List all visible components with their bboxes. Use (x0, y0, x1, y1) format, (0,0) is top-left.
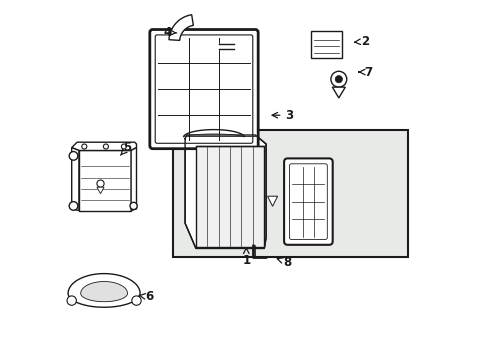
Text: 3: 3 (271, 109, 293, 122)
Circle shape (67, 296, 76, 305)
Polygon shape (72, 142, 136, 150)
Polygon shape (81, 282, 127, 302)
Polygon shape (97, 187, 104, 194)
Circle shape (121, 144, 126, 149)
Polygon shape (196, 146, 264, 247)
Circle shape (132, 296, 141, 305)
Polygon shape (169, 15, 193, 40)
Circle shape (335, 76, 342, 83)
Circle shape (97, 180, 104, 187)
Circle shape (330, 71, 346, 87)
Text: 1: 1 (242, 248, 250, 267)
Circle shape (81, 144, 87, 149)
Bar (310, 31, 341, 58)
Polygon shape (72, 148, 79, 211)
Polygon shape (131, 148, 136, 211)
Text: 2: 2 (354, 35, 368, 48)
Text: 4: 4 (163, 26, 177, 39)
Text: 7: 7 (358, 66, 372, 78)
Circle shape (130, 202, 137, 210)
Circle shape (69, 202, 78, 210)
Circle shape (103, 144, 108, 149)
FancyBboxPatch shape (149, 30, 258, 149)
Polygon shape (332, 87, 345, 98)
Polygon shape (267, 196, 277, 206)
Circle shape (69, 152, 78, 160)
Polygon shape (79, 150, 131, 211)
Polygon shape (185, 135, 265, 248)
Text: 8: 8 (277, 256, 291, 269)
FancyBboxPatch shape (284, 158, 332, 245)
Polygon shape (68, 274, 140, 307)
FancyBboxPatch shape (289, 164, 326, 239)
Bar (172, 130, 407, 257)
Text: 5: 5 (121, 141, 131, 155)
FancyBboxPatch shape (155, 35, 252, 143)
Text: 6: 6 (139, 291, 153, 303)
